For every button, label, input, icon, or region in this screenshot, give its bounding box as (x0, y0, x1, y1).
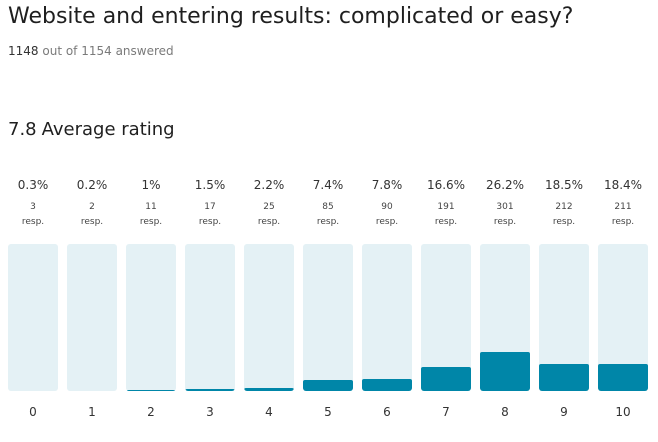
bar-track (598, 244, 648, 391)
category-label: 1 (88, 405, 96, 419)
category-label: 9 (560, 405, 568, 419)
response-unit: resp. (198, 217, 222, 227)
response-count: 301 (496, 202, 514, 212)
bar (303, 380, 353, 391)
response-count: 90 (381, 202, 393, 212)
response-unit: resp. (80, 217, 104, 227)
percent-label: 18.4% (603, 178, 643, 192)
response-unit: resp. (434, 217, 458, 227)
response-count: 85 (322, 202, 334, 212)
rating-column-4: 2.2% 25 resp. 4 (244, 0, 294, 442)
response-unit: resp. (611, 217, 635, 227)
bar-track (421, 244, 471, 391)
percent-label: 1.5% (194, 178, 226, 192)
response-count: 211 (614, 202, 632, 212)
response-unit: resp. (316, 217, 340, 227)
response-unit: resp. (552, 217, 576, 227)
response-count: 17 (204, 202, 216, 212)
rating-column-2: 1% 11 resp. 2 (126, 0, 176, 442)
rating-column-7: 16.6% 191 resp. 7 (421, 0, 471, 442)
bar (126, 390, 176, 391)
bar (185, 389, 235, 391)
response-count: 191 (437, 202, 455, 212)
rating-column-3: 1.5% 17 resp. 3 (185, 0, 235, 442)
response-unit: resp. (139, 217, 163, 227)
category-label: 4 (265, 405, 273, 419)
bar (421, 367, 471, 391)
percent-label: 16.6% (426, 178, 466, 192)
response-unit: resp. (375, 217, 399, 227)
category-label: 10 (615, 405, 631, 419)
response-count: 212 (555, 202, 573, 212)
bar (362, 379, 412, 391)
answered-suffix: out of 1154 answered (42, 44, 174, 58)
response-count: 2 (89, 202, 95, 212)
bar-track (67, 244, 117, 391)
bar-track (539, 244, 589, 391)
chart-title: Website and entering results: complicate… (8, 4, 574, 29)
bar-track (480, 244, 530, 391)
bar-track (244, 244, 294, 391)
bar (598, 364, 648, 391)
category-label: 8 (501, 405, 509, 419)
rating-column-1: 0.2% 2 resp. 1 (67, 0, 117, 442)
bar-track (303, 244, 353, 391)
percent-label: 1% (141, 178, 161, 192)
average-rating: 7.8 Average rating (8, 119, 175, 140)
percent-label: 7.8% (371, 178, 403, 192)
rating-column-10: 18.4% 211 resp. 10 (598, 0, 648, 442)
rating-column-9: 18.5% 212 resp. 9 (539, 0, 589, 442)
response-count: 3 (30, 202, 36, 212)
percent-label: 0.3% (17, 178, 49, 192)
average-rating-value: 7.8 (8, 119, 37, 140)
response-unit: resp. (21, 217, 45, 227)
percent-label: 26.2% (485, 178, 525, 192)
bar-track (362, 244, 412, 391)
bar-track (185, 244, 235, 391)
response-unit: resp. (493, 217, 517, 227)
response-count: 11 (145, 202, 157, 212)
percent-label: 2.2% (253, 178, 285, 192)
bar (480, 352, 530, 391)
rating-column-5: 7.4% 85 resp. 5 (303, 0, 353, 442)
average-rating-label: Average rating (41, 119, 175, 140)
category-label: 3 (206, 405, 214, 419)
answered-count: 1148 out of 1154 answered (8, 44, 174, 58)
bar (539, 364, 589, 391)
percent-label: 0.2% (76, 178, 108, 192)
percent-label: 7.4% (312, 178, 344, 192)
category-label: 0 (29, 405, 37, 419)
bar-track (126, 244, 176, 391)
category-label: 2 (147, 405, 155, 419)
response-count: 25 (263, 202, 275, 212)
percent-label: 18.5% (544, 178, 584, 192)
category-label: 7 (442, 405, 450, 419)
rating-column-8: 26.2% 301 resp. 8 (480, 0, 530, 442)
answered-number: 1148 (8, 44, 39, 58)
category-label: 6 (383, 405, 391, 419)
bar-track (8, 244, 58, 391)
rating-column-6: 7.8% 90 resp. 6 (362, 0, 412, 442)
category-label: 5 (324, 405, 332, 419)
response-unit: resp. (257, 217, 281, 227)
rating-column-0: 0.3% 3 resp. 0 (8, 0, 58, 442)
bar (244, 388, 294, 391)
